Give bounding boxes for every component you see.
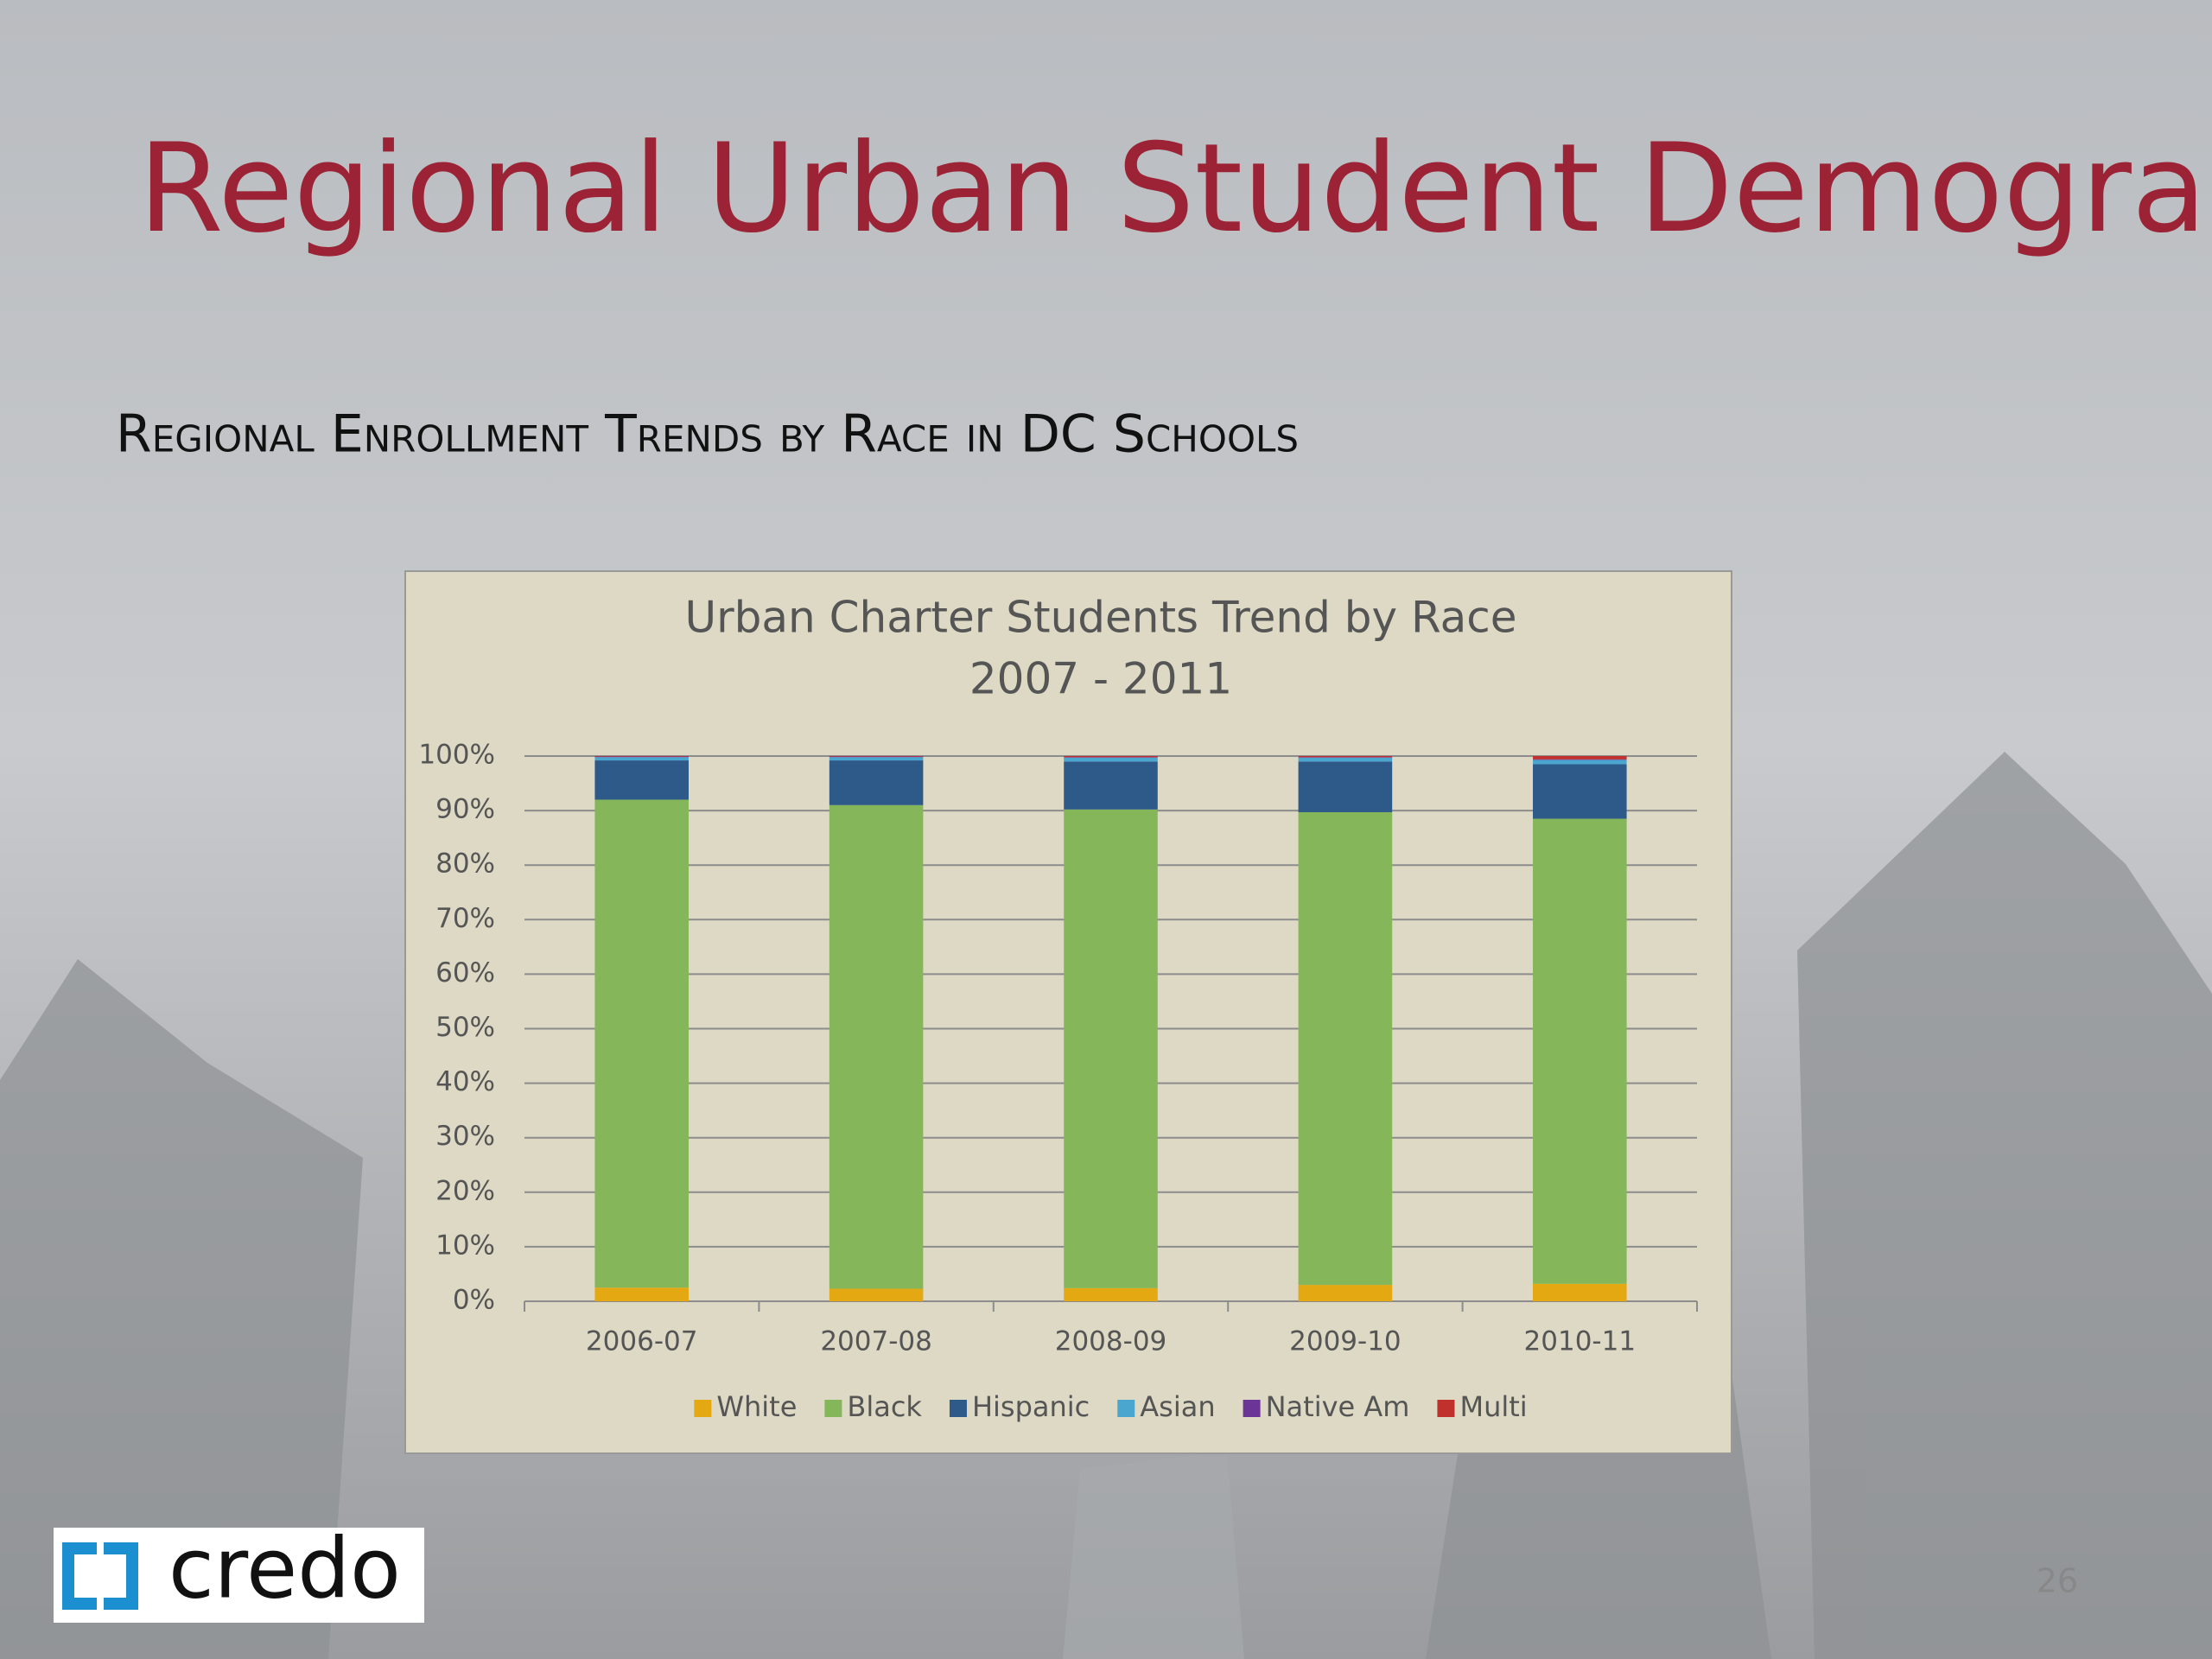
x-tick-label: 2008-09: [1055, 1326, 1167, 1357]
logo: credo: [54, 1520, 424, 1623]
bar-segment: [1533, 764, 1627, 819]
legend-swatch: [694, 1400, 712, 1417]
page-number: 26: [2037, 1562, 2078, 1600]
bar-segment: [1298, 761, 1393, 812]
y-tick-label: 20%: [435, 1175, 495, 1206]
bar-segment: [594, 757, 689, 761]
x-tick-label: 2010-11: [1524, 1326, 1637, 1357]
y-tick-label: 100%: [418, 740, 495, 771]
y-tick-label: 80%: [435, 849, 495, 880]
bar-segment: [1533, 756, 1627, 760]
x-tick-label: 2007-08: [820, 1326, 932, 1357]
x-tick-label: 2006-07: [586, 1326, 698, 1357]
y-tick-label: 50%: [435, 1012, 495, 1043]
legend-swatch: [1117, 1400, 1135, 1417]
bar-segment: [1298, 1285, 1393, 1301]
legend-swatch: [1437, 1400, 1455, 1417]
bar-segment: [829, 756, 924, 757]
bar-segment: [829, 804, 924, 1289]
bar-segment: [594, 756, 689, 757]
legend-label: Native Am: [1266, 1390, 1410, 1423]
bar-segment: [1298, 757, 1393, 762]
bar-segment: [594, 760, 689, 800]
bar-segment: [1533, 818, 1627, 1284]
legend-label: Hispanic: [972, 1390, 1090, 1423]
chart-title: Urban Charter Students Trend by Race: [685, 593, 1517, 643]
bar-segment: [829, 760, 924, 805]
bar-segment: [1064, 809, 1158, 1288]
buildings: [0, 752, 2212, 1659]
y-tick-label: 10%: [435, 1230, 495, 1261]
bar-segment: [1298, 811, 1393, 1286]
bar-segment: [829, 1288, 924, 1301]
y-tick-label: 90%: [435, 794, 495, 825]
bar-segment: [1298, 756, 1393, 758]
bar-segment: [594, 799, 689, 1288]
legend-label: White: [716, 1390, 797, 1423]
bar-segment: [594, 1287, 689, 1301]
slide-subtitle: Regional Enrollment Trends by Race in DC…: [116, 404, 1299, 465]
chart-subtitle: 2007 - 2011: [969, 654, 1232, 704]
legend-swatch: [1243, 1400, 1261, 1417]
y-tick-label: 70%: [435, 903, 495, 934]
logo-mark: [62, 1542, 138, 1610]
bar-segment: [1064, 756, 1158, 758]
bar-segment: [1064, 761, 1158, 810]
y-tick-label: 40%: [435, 1066, 495, 1097]
bar-segment: [594, 756, 689, 758]
bar-segment: [1064, 757, 1158, 762]
chart: Urban Charter Students Trend by Race 200…: [418, 593, 1698, 1423]
legend-label: Black: [847, 1390, 922, 1423]
y-tick-label: 30%: [435, 1121, 495, 1152]
bar-segment: [1064, 1287, 1158, 1301]
bar-segment: [1064, 757, 1158, 758]
legend-swatch: [824, 1400, 842, 1417]
y-tick-label: 0%: [453, 1285, 495, 1316]
logo-text: credo: [168, 1520, 401, 1617]
legend-label: Multi: [1459, 1390, 1527, 1423]
bar-segment: [1533, 1283, 1627, 1301]
bar-segment: [1298, 757, 1393, 758]
legend-label: Asian: [1140, 1390, 1215, 1423]
slide-title: Regional Urban Student Demographics: [138, 118, 2212, 260]
bar-segment: [1533, 760, 1627, 765]
y-tick-label: 60%: [435, 957, 495, 988]
legend: White Black Hispanic Asian Native Am Multi: [694, 1390, 1528, 1423]
legend-swatch: [949, 1400, 967, 1417]
bar-segment: [829, 756, 924, 758]
bar-segment: [829, 757, 924, 761]
x-tick-label: 2009-10: [1289, 1326, 1402, 1357]
